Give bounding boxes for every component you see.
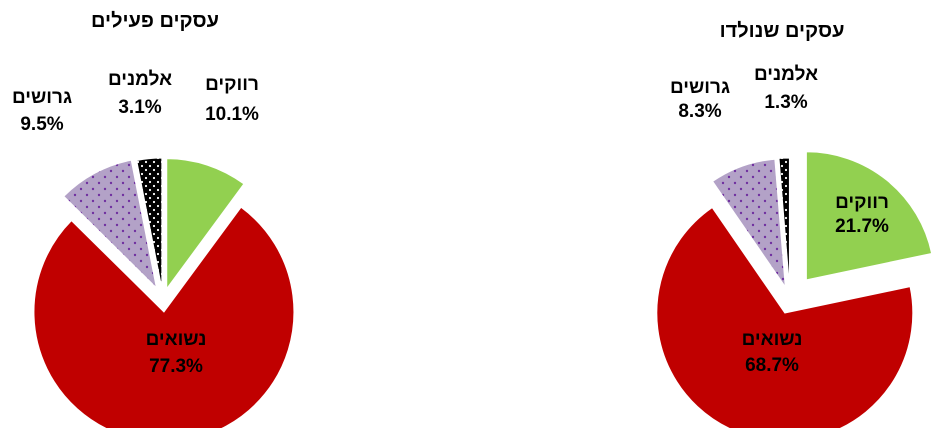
- pie-chart-active: עסקים פעילים רווקים 10.1% נשואים 77.3% ג…: [12, 10, 295, 428]
- slice-name-label: נשואים: [742, 329, 803, 350]
- slice-name-label: רווקים: [835, 192, 889, 213]
- pie-slice-widowed: [778, 157, 790, 287]
- pie-slice-married: [656, 206, 914, 428]
- slice-value-label: 8.3%: [678, 101, 721, 122]
- pie-slice-divorced: [711, 158, 786, 289]
- slice-value-label: 1.3%: [764, 92, 807, 113]
- slice-name-label: אלמנים: [108, 69, 172, 90]
- slice-labels: רווקים 21.7% נשואים 68.7% גרושים 8.3% אל…: [670, 64, 889, 376]
- slice-name-label: רווקים: [205, 74, 259, 95]
- slice-name-label: אלמנים: [754, 64, 818, 85]
- pie-slice-smokers: [166, 158, 245, 291]
- pie-chart-born: עסקים שנולדו רווקים 21.7% נשואים 68.7% ג…: [656, 20, 933, 428]
- slice-name-label: נשואים: [146, 329, 207, 350]
- chart-title: עסקים שנולדו: [720, 20, 845, 42]
- slice-name-label: גרושים: [12, 87, 72, 108]
- chart-title: עסקים פעילים: [91, 10, 219, 32]
- slice-value-label: 3.1%: [118, 97, 161, 118]
- slice-value-label: 9.5%: [20, 114, 63, 135]
- slice-value-label: 10.1%: [205, 104, 259, 125]
- slice-value-label: 77.3%: [149, 356, 203, 377]
- slice-value-label: 21.7%: [835, 216, 889, 237]
- slice-value-label: 68.7%: [745, 355, 799, 376]
- pie-slice-married: [33, 206, 295, 428]
- slice-labels: רווקים 10.1% נשואים 77.3% גרושים 9.5% אל…: [12, 69, 259, 377]
- pie-slices: [33, 157, 295, 428]
- pie-slices: [656, 151, 933, 428]
- pie-slice-divorced: [63, 159, 158, 290]
- slice-name-label: גרושים: [670, 77, 730, 98]
- pie-slice-widowed: [136, 157, 163, 289]
- pie-slice-smokers: [805, 151, 933, 281]
